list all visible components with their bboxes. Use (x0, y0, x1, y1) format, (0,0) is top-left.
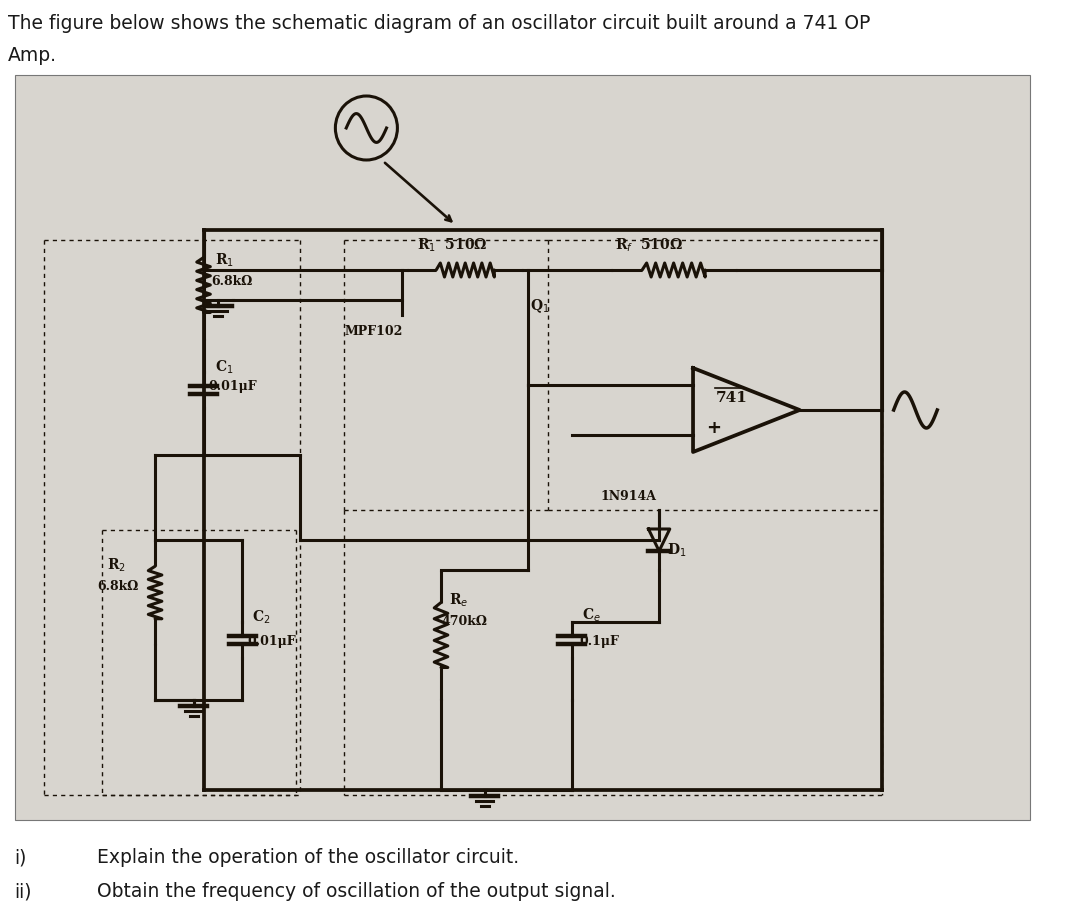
Text: The figure below shows the schematic diagram of an oscillator circuit built arou: The figure below shows the schematic dia… (8, 14, 870, 33)
Text: C$_2$: C$_2$ (252, 609, 271, 626)
Text: Explain the operation of the oscillator circuit.: Explain the operation of the oscillator … (97, 848, 519, 867)
Text: R$_e$: R$_e$ (448, 592, 468, 610)
Text: ii): ii) (14, 882, 32, 901)
Text: 6.8kΩ: 6.8kΩ (211, 275, 252, 288)
Text: Obtain the frequency of oscillation of the output signal.: Obtain the frequency of oscillation of t… (97, 882, 616, 901)
Text: 741: 741 (716, 391, 747, 405)
Text: 1N914A: 1N914A (600, 490, 657, 503)
Bar (14, 75, 1031, 820)
Text: C$_1$: C$_1$ (216, 359, 234, 376)
Text: 0.01μF: 0.01μF (208, 380, 257, 393)
Text: 0.01μF: 0.01μF (247, 635, 295, 648)
Text: 470kΩ: 470kΩ (441, 615, 487, 628)
Text: C$_e$: C$_e$ (581, 607, 600, 625)
Text: Amp.: Amp. (8, 46, 57, 65)
Text: Q$_1$: Q$_1$ (530, 298, 550, 315)
Text: R$_f$  510Ω: R$_f$ 510Ω (616, 237, 683, 254)
Text: MPF102: MPF102 (344, 325, 402, 338)
Text: D$_1$: D$_1$ (667, 542, 687, 559)
Text: R$_1$: R$_1$ (216, 252, 234, 270)
Text: i): i) (14, 848, 27, 867)
Text: +: + (706, 419, 720, 437)
Text: 0.1μF: 0.1μF (580, 635, 620, 648)
Text: R$_2$: R$_2$ (107, 557, 125, 575)
Text: R$_1$  510Ω: R$_1$ 510Ω (417, 237, 487, 254)
Text: 6.8kΩ: 6.8kΩ (97, 580, 138, 593)
